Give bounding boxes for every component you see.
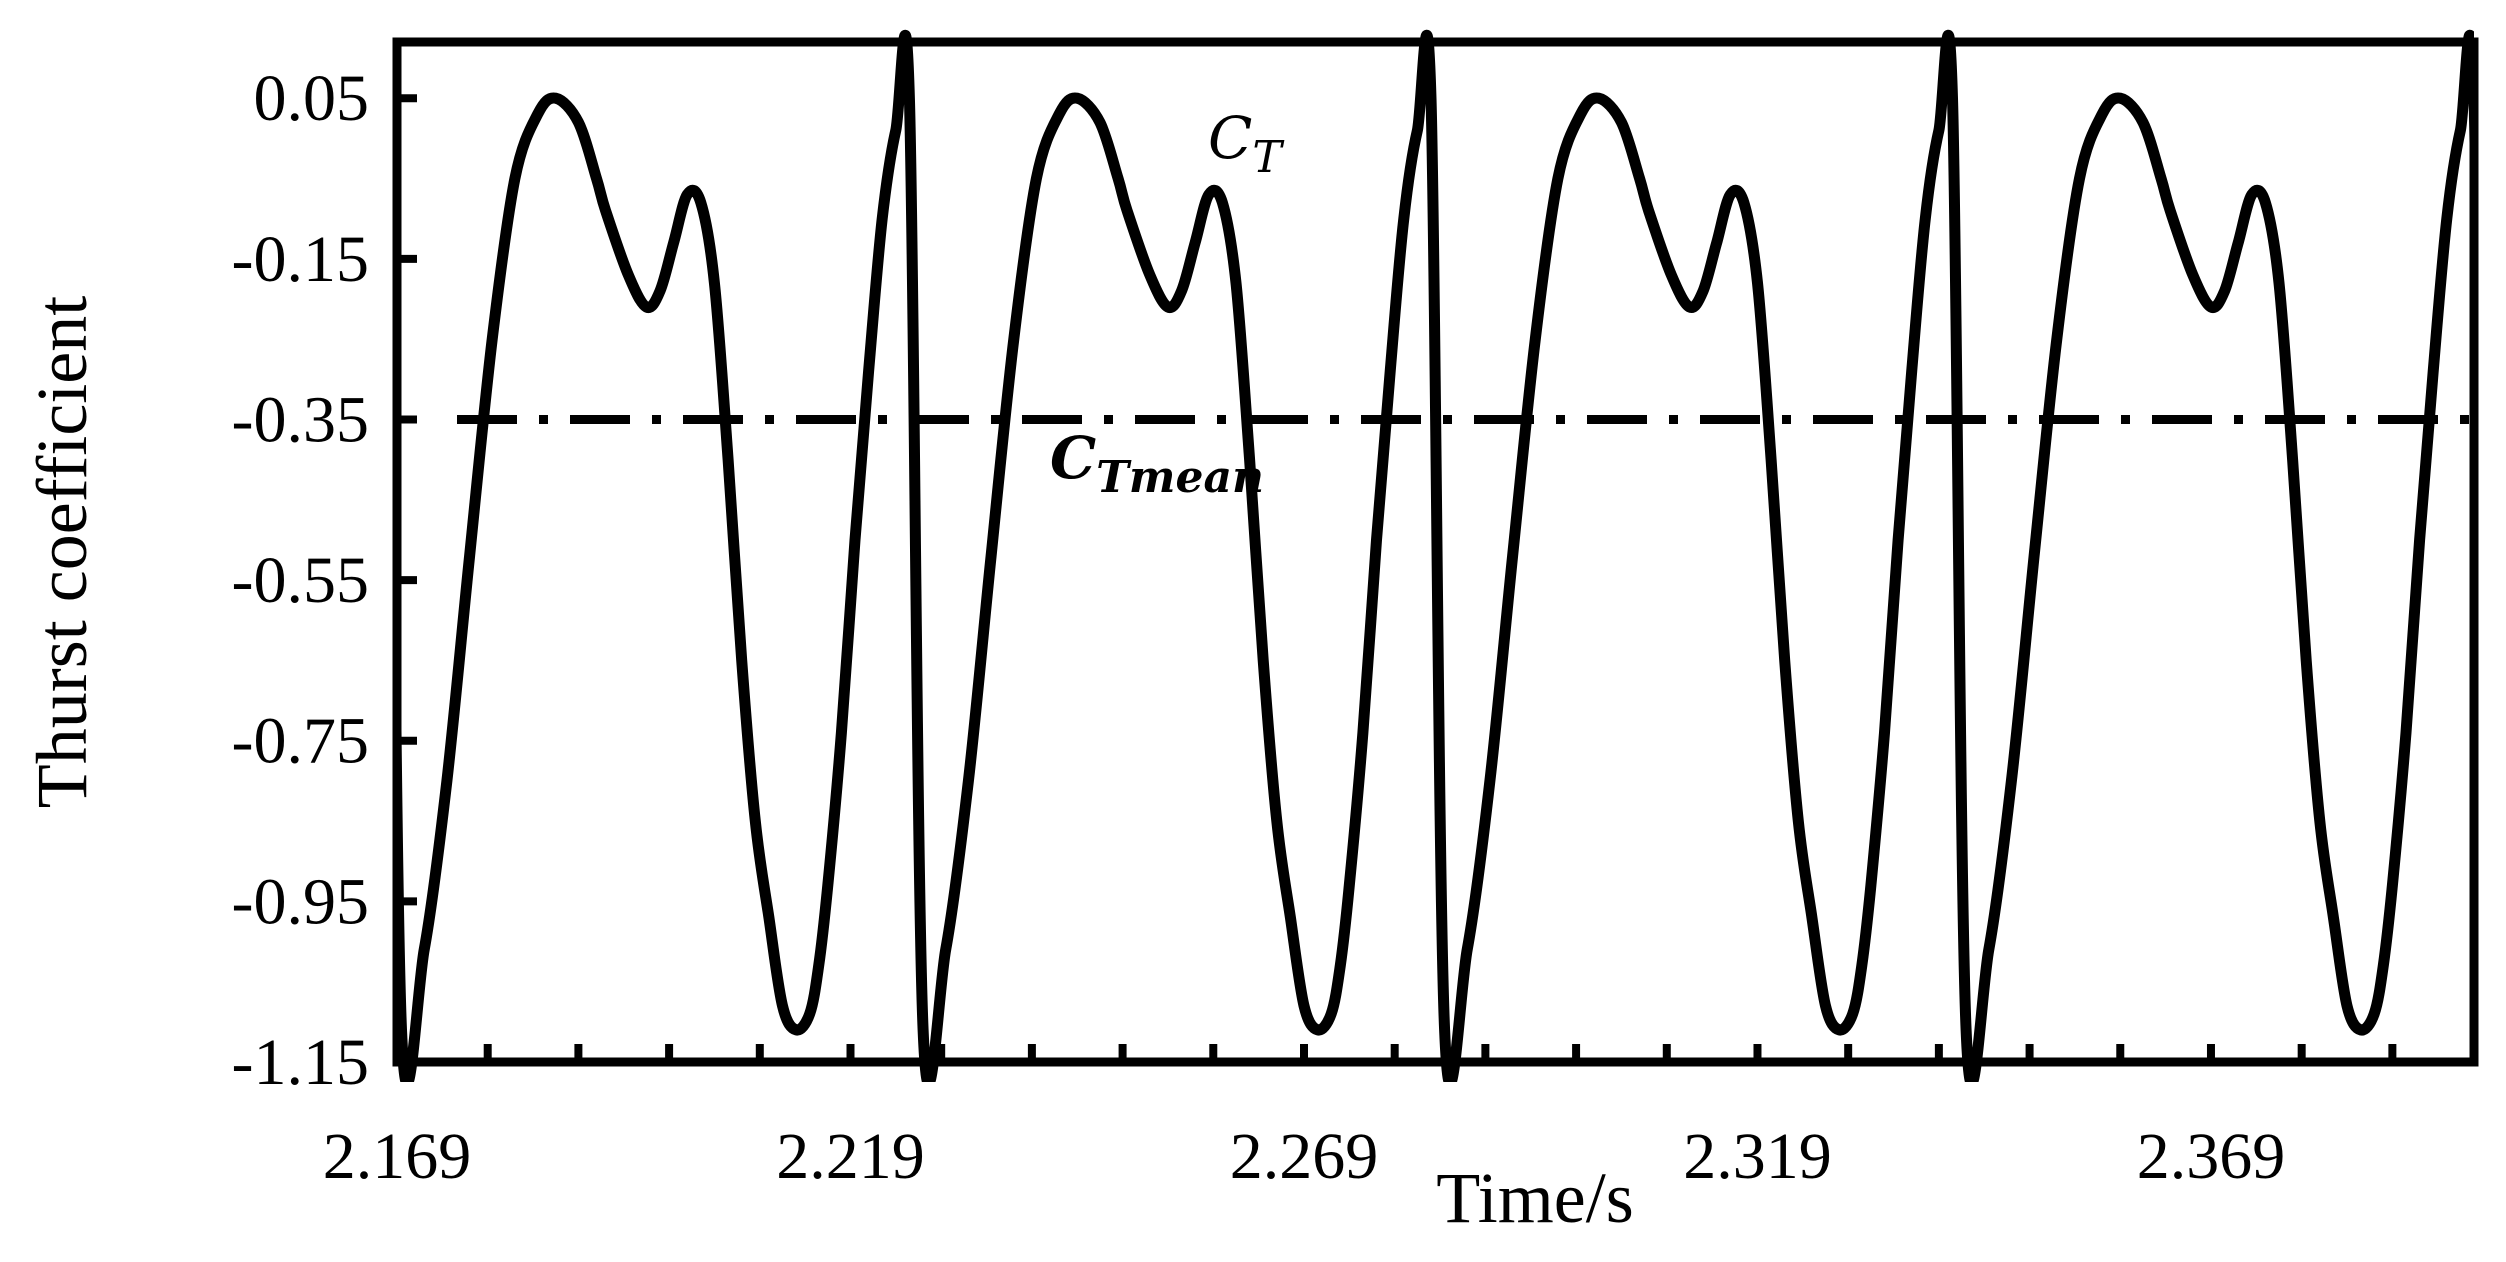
x-tick-label: 2.269 [1230,1120,1379,1193]
y-tick-label: -0.55 [232,544,369,617]
annotation-ct-mean-subscript: Tmean [1096,452,1264,503]
x-tick-label: 2.219 [776,1120,925,1193]
annotation-ct-symbol: C [1208,104,1252,172]
y-tick-label: -0.95 [232,865,369,938]
x-tick-label: 2.169 [323,1120,472,1193]
x-tick-label: 2.319 [1683,1120,1832,1193]
y-axis-tick-labels: 0.05 -0.15 -0.35 -0.55 -0.75 -0.95 -1.15 [232,62,369,1099]
y-axis-title: Thurst coefficient [22,296,102,808]
y-tick-label: -0.15 [232,223,369,296]
y-tick-label: -1.15 [232,1026,369,1099]
y-tick-label: -0.75 [232,705,369,778]
annotation-ct-mean: CTmean [1050,424,1264,503]
x-tick-label: 2.369 [2137,1120,2286,1193]
series-ct-line [397,29,2474,1082]
x-axis-title: Time/s [1436,1158,1633,1238]
annotation-ct: CT [1208,104,1285,183]
y-tick-label: -0.35 [232,383,369,456]
plot-area-frame [392,37,2479,1067]
x-axis-tick-labels: 2.169 2.219 2.269 2.319 2.369 [323,1120,2285,1193]
annotation-ct-mean-symbol: C [1050,424,1096,492]
annotation-ct-subscript: T [1252,132,1285,183]
y-tick-label: 0.05 [254,62,370,135]
